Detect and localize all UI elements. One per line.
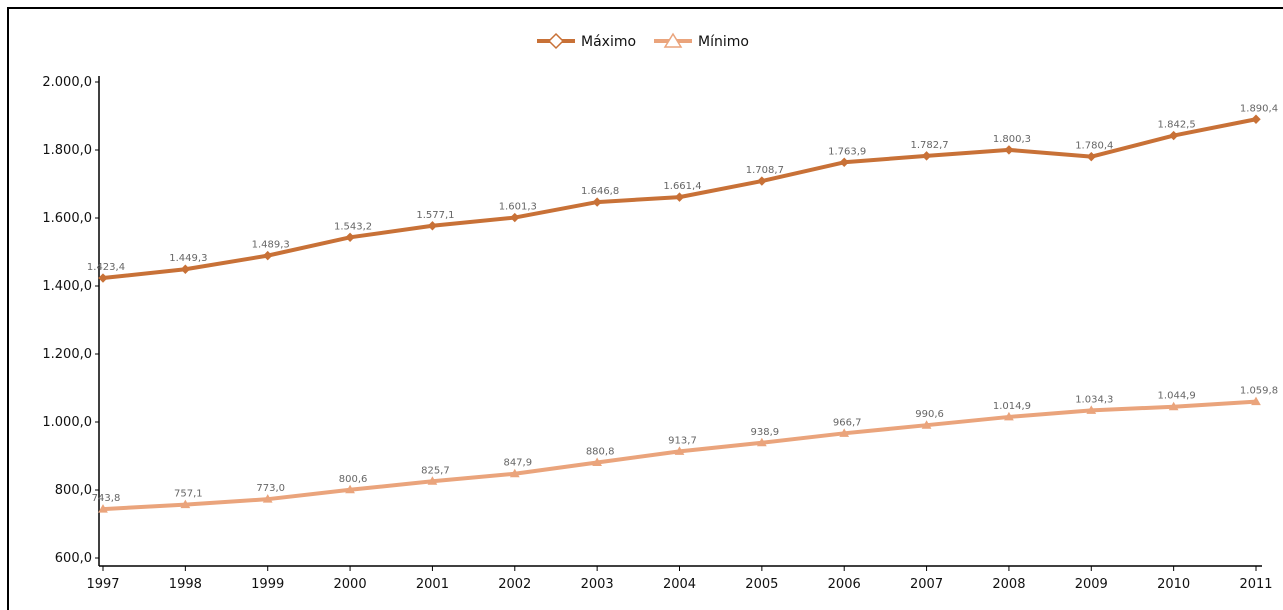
data-label-maximo: 1.763,9 [828, 146, 866, 157]
data-label-maximo: 1.449,3 [169, 253, 207, 264]
data-point-maximo [180, 264, 191, 274]
series-layer [98, 114, 1261, 513]
data-point-minimo [427, 476, 438, 485]
x-tick-label: 2010 [1157, 577, 1190, 592]
data-point-maximo [757, 176, 767, 186]
legend-item-maximo: Máximo [537, 32, 636, 50]
legend-item-minimo: Mínimo [654, 32, 749, 50]
y-tick-label: 1.800,0 [42, 143, 92, 158]
x-tick-label: 2007 [910, 577, 943, 592]
x-tick-label: 2008 [992, 577, 1025, 592]
y-tick-label: 600,0 [55, 551, 92, 566]
data-point-maximo [1251, 114, 1261, 124]
data-point-minimo [756, 437, 767, 447]
x-tick-label: 2006 [828, 577, 861, 592]
data-point-minimo [1251, 396, 1261, 406]
data-point-maximo [839, 157, 849, 167]
data-label-maximo: 1.601,3 [499, 202, 537, 213]
data-point-minimo [180, 499, 191, 509]
data-point-minimo [1086, 405, 1097, 414]
data-point-minimo [1168, 401, 1179, 411]
data-label-minimo: 913,7 [668, 435, 697, 446]
x-tick-label: 1999 [251, 577, 284, 592]
data-point-maximo [1168, 130, 1179, 141]
data-point-maximo [345, 232, 355, 243]
data-point-minimo [509, 468, 520, 478]
chart-frame [7, 7, 1283, 610]
legend-marker-maximo [547, 32, 565, 50]
axes: 600,0 800,0 1.000,0 1.200,0 1.400,0 1.600,0 1.… [42, 75, 1272, 592]
x-tick-label: 2004 [663, 577, 696, 592]
data-point-minimo [839, 428, 850, 437]
data-point-maximo [98, 273, 108, 283]
x-tick-label: 2002 [498, 577, 531, 592]
data-label-maximo: 1.543,2 [334, 221, 372, 232]
data-point-minimo [98, 504, 108, 513]
data-labels: 1.423,4 1.449,3 1.489,3 1.543,2 1.577,1 1.601… [87, 103, 1278, 504]
y-tick-label: 1.600,0 [42, 211, 92, 226]
y-tick-label: 800,0 [55, 483, 92, 498]
data-label-minimo: 757,1 [174, 489, 203, 500]
data-label-minimo: 847,9 [503, 458, 532, 469]
data-label-minimo: 1.059,8 [1240, 386, 1278, 397]
data-label-maximo: 1.842,5 [1158, 120, 1196, 131]
y-tick-label: 2.000,0 [42, 75, 92, 90]
x-tick-label: 1997 [86, 577, 119, 592]
data-label-minimo: 1.044,9 [1158, 391, 1196, 402]
x-tick-label: 2005 [745, 577, 778, 592]
data-label-minimo: 966,7 [833, 417, 862, 428]
data-label-maximo: 1.800,3 [993, 134, 1031, 145]
data-label-minimo: 990,6 [915, 409, 944, 420]
x-tick-label: 2003 [581, 577, 614, 592]
data-point-minimo [921, 420, 932, 429]
data-point-minimo [345, 484, 355, 494]
data-label-maximo: 1.489,3 [252, 240, 290, 251]
data-point-minimo [592, 457, 603, 467]
data-point-maximo [1004, 145, 1014, 155]
legend-marker-minimo [663, 32, 683, 48]
y-tick-label: 1.400,0 [42, 279, 92, 294]
data-label-maximo: 1.782,7 [910, 140, 948, 151]
data-label-minimo: 1.034,3 [1075, 394, 1113, 405]
data-label-minimo: 800,6 [339, 474, 368, 485]
data-point-minimo [262, 494, 273, 503]
data-point-maximo [921, 151, 932, 161]
data-label-maximo: 1.577,1 [416, 210, 454, 221]
data-label-maximo: 1.423,4 [87, 262, 125, 273]
legend-label-maximo: Máximo [581, 34, 636, 50]
x-tick-label: 2009 [1075, 577, 1108, 592]
data-label-maximo: 1.646,8 [581, 186, 619, 197]
data-label-minimo: 743,8 [92, 493, 121, 504]
data-point-maximo [510, 212, 520, 223]
data-point-maximo [1086, 151, 1096, 162]
y-tick-label: 1.200,0 [42, 347, 92, 362]
data-label-minimo: 773,0 [256, 483, 285, 494]
data-label-maximo: 1.890,4 [1240, 103, 1278, 114]
data-label-minimo: 938,9 [751, 427, 780, 438]
y-tick-label: 1.000,0 [42, 415, 92, 430]
data-label-minimo: 825,7 [421, 465, 450, 476]
data-label-maximo: 1.780,4 [1075, 141, 1113, 152]
x-tick-label: 2011 [1239, 577, 1272, 592]
data-point-maximo [674, 192, 685, 202]
legend: Máximo Mínimo [537, 32, 749, 50]
data-point-maximo [592, 197, 602, 207]
data-point-minimo [674, 446, 685, 455]
x-tick-label: 2000 [334, 577, 367, 592]
data-point-maximo [263, 250, 273, 261]
data-label-minimo: 880,8 [586, 447, 615, 458]
data-label-maximo: 1.708,7 [746, 165, 784, 176]
x-tick-label: 2001 [416, 577, 449, 592]
data-label-minimo: 1.014,9 [993, 401, 1031, 412]
legend-label-minimo: Mínimo [698, 34, 749, 50]
data-label-maximo: 1.661,4 [663, 181, 701, 192]
x-tick-label: 1998 [169, 577, 202, 592]
data-point-minimo [1004, 411, 1014, 421]
data-point-maximo [427, 221, 438, 231]
